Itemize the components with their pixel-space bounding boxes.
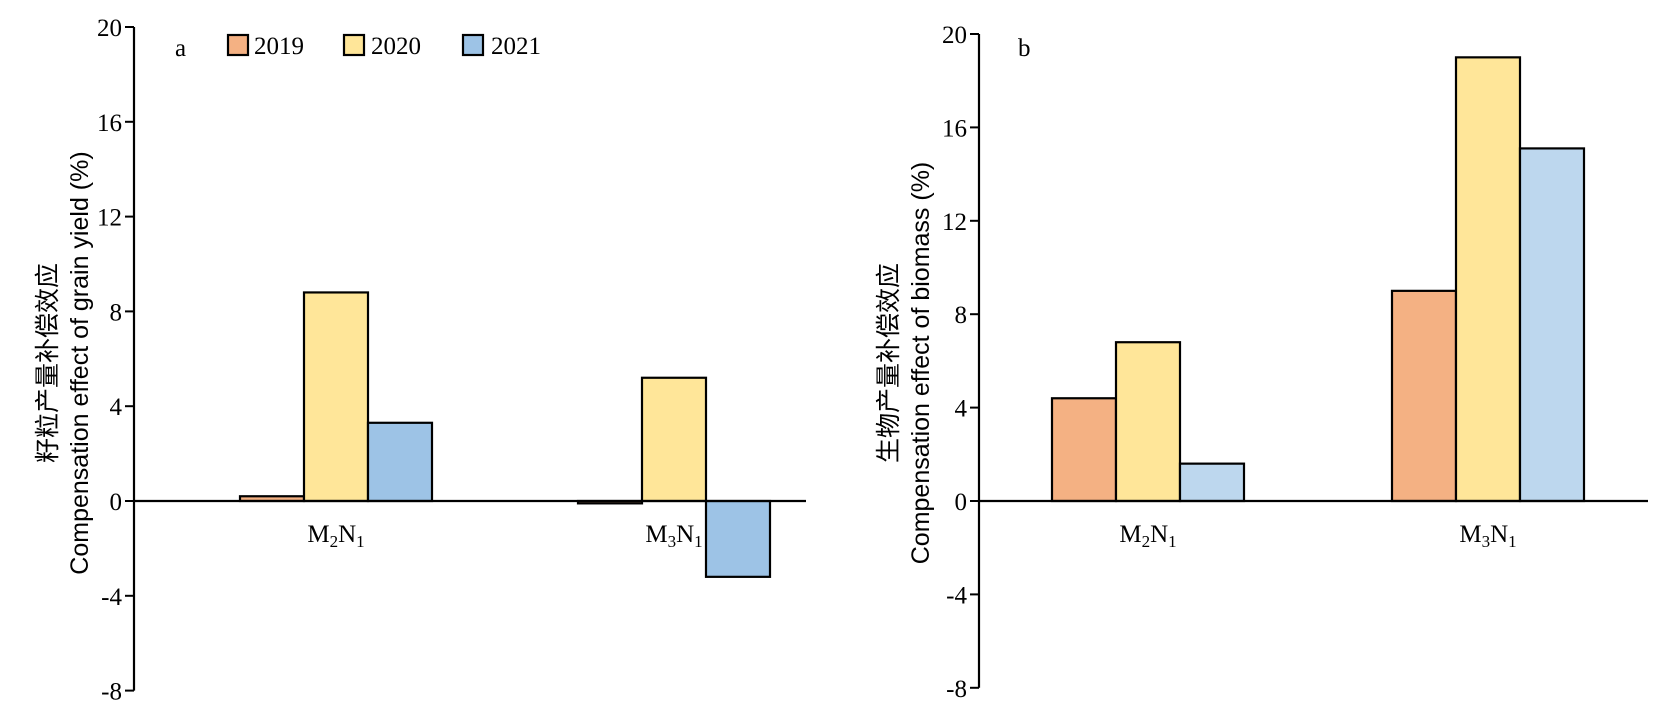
y-tick-label: 20	[97, 15, 122, 42]
legend-label-2019: 2019	[254, 33, 304, 60]
y-tick-label: 8	[110, 299, 123, 326]
bar-2020-cat1	[302, 291, 370, 503]
chart-panel-a: -8 -4 0 4 8 12 16 20 M2N1 M3N1 a 籽粒产量补偿效应 Compensati…	[33, 15, 806, 706]
y-tick-label: 12	[942, 209, 967, 236]
y-tick-label: 0	[110, 489, 123, 516]
panel-label: b	[1018, 35, 1031, 62]
panel-label: a	[175, 35, 186, 62]
y-axis-title: 籽粒产量补偿效应 Compensation effect of grain yie…	[33, 151, 94, 574]
category-label: M3N1	[645, 521, 702, 551]
legend-label-2021: 2021	[491, 33, 541, 60]
y-axis-title: 生物产量补偿效应 Compensation effect of biomass (…	[874, 162, 935, 565]
legend: 2019 2020 2021	[226, 33, 541, 60]
y-tick-label: 16	[97, 110, 122, 137]
bar-2019-cat1	[1050, 397, 1118, 503]
bar-2020-cat2	[640, 376, 708, 503]
bar-2019-cat2	[1390, 289, 1458, 503]
y-tick-label: 8	[955, 302, 968, 329]
bar-2021-cat2	[704, 499, 772, 578]
category-label: M2N1	[1119, 521, 1176, 551]
y-tick-label: 12	[97, 205, 122, 232]
bar-2021-cat1	[366, 421, 434, 503]
y-tick-label: 0	[955, 489, 968, 516]
y-tick-label: 16	[942, 115, 967, 142]
legend-swatch-2019	[226, 33, 250, 57]
y-tick-label: -4	[101, 584, 122, 611]
category-label: M3N1	[1459, 521, 1516, 551]
bar-2020-cat2	[1454, 56, 1522, 503]
y-tick-label: 20	[942, 22, 967, 49]
chart-panel-b: -8 -4 0 4 8 12 16 20 M2N1 M3N1 b 生物产量补偿效应 Compensati…	[874, 22, 1648, 703]
legend-swatch-2020	[342, 33, 366, 57]
y-tick-label: 4	[955, 396, 968, 423]
bar-2021-cat1	[1178, 462, 1246, 503]
legend-label-2020: 2020	[371, 33, 421, 60]
bar-2020-cat1	[1114, 341, 1182, 503]
y-tick-label: 4	[110, 394, 123, 421]
y-tick-label: -4	[946, 582, 967, 609]
y-tick-label: -8	[101, 679, 122, 706]
bar-2021-cat2	[1518, 147, 1586, 503]
y-tick-label: -8	[946, 676, 967, 703]
category-label: M2N1	[307, 521, 364, 551]
legend-swatch-2021	[461, 33, 485, 57]
